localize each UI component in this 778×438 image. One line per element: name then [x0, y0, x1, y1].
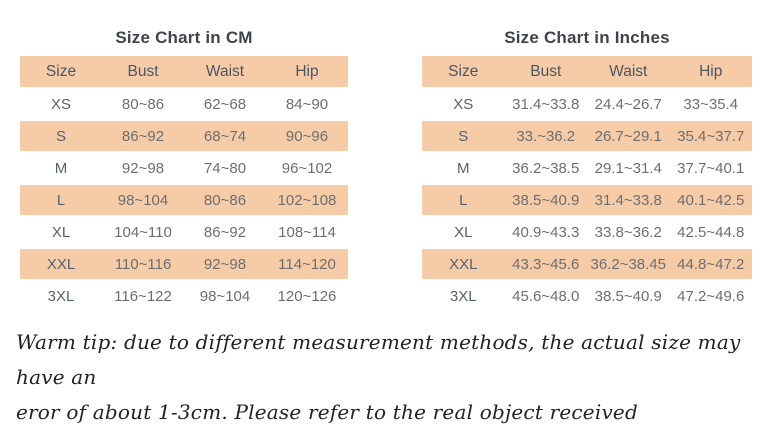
table-row-m: M 92~98 74~80 96~102	[20, 153, 348, 183]
warm-tip-line1: Warm tip: due to different measurement m…	[16, 330, 741, 389]
table-row-xs: XS 31.4~33.8 24.4~26.7 33~35.4	[422, 89, 752, 119]
size-chart-inches-section: Size Chart in Inches Size Bust Waist Hip…	[422, 28, 752, 313]
size-label: S	[422, 121, 505, 151]
table-row-s: S 33.~36.2 26.7~29.1 35.4~37.7	[422, 121, 752, 151]
size-label: L	[422, 185, 505, 215]
table-cell: 114~120	[266, 249, 348, 279]
table-cell: 62~68	[184, 89, 266, 119]
table-row-3xl: 3XL 45.6~48.0 38.5~40.9 47.2~49.6	[422, 281, 752, 311]
table-row-s: S 86~92 68~74 90~96	[20, 121, 348, 151]
column-header-hip: Hip	[266, 56, 348, 87]
header-row: Size Bust Waist Hip	[422, 56, 752, 87]
size-label: XXL	[422, 249, 505, 279]
table-row-xs: XS 80~86 62~68 84~90	[20, 89, 348, 119]
table-cell: 84~90	[266, 89, 348, 119]
table-cell: 26.7~29.1	[587, 121, 670, 151]
table-cell: 98~104	[184, 281, 266, 311]
table-cell: 43.3~45.6	[504, 249, 587, 279]
size-label: M	[20, 153, 102, 183]
table-cell: 92~98	[102, 153, 184, 183]
size-table-inches: Size Bust Waist Hip XS 31.4~33.8 24.4~26…	[422, 54, 752, 313]
column-header-waist: Waist	[184, 56, 266, 87]
table-cell: 29.1~31.4	[587, 153, 670, 183]
header-row: Size Bust Waist Hip	[20, 56, 348, 87]
table-row-l: L 98~104 80~86 102~108	[20, 185, 348, 215]
column-header-bust: Bust	[102, 56, 184, 87]
table-cell: 40.9~43.3	[504, 217, 587, 247]
warm-tip-note: Warm tip: due to different measurement m…	[16, 325, 762, 430]
table-cell: 86~92	[184, 217, 266, 247]
table-cell: 104~110	[102, 217, 184, 247]
size-label: XS	[422, 89, 505, 119]
column-header-waist: Waist	[587, 56, 670, 87]
chart-title-inches: Size Chart in Inches	[504, 28, 670, 47]
table-cell: 33~35.4	[669, 89, 752, 119]
table-cell: 31.4~33.8	[504, 89, 587, 119]
table-row-xl: XL 104~110 86~92 108~114	[20, 217, 348, 247]
size-label: XL	[422, 217, 505, 247]
table-row-l: L 38.5~40.9 31.4~33.8 40.1~42.5	[422, 185, 752, 215]
size-label: L	[20, 185, 102, 215]
size-label: XL	[20, 217, 102, 247]
table-cell: 47.2~49.6	[669, 281, 752, 311]
table-cell: 90~96	[266, 121, 348, 151]
table-cell: 80~86	[102, 89, 184, 119]
table-cell: 120~126	[266, 281, 348, 311]
table-cell: 36.2~38.45	[587, 249, 670, 279]
size-label: 3XL	[422, 281, 505, 311]
table-cell: 44.8~47.2	[669, 249, 752, 279]
table-cell: 38.5~40.9	[587, 281, 670, 311]
table-row-xxl: XXL 43.3~45.6 36.2~38.45 44.8~47.2	[422, 249, 752, 279]
table-cell: 110~116	[102, 249, 184, 279]
column-header-bust: Bust	[504, 56, 587, 87]
table-row-m: M 36.2~38.5 29.1~31.4 37.7~40.1	[422, 153, 752, 183]
table-cell: 108~114	[266, 217, 348, 247]
table-cell: 35.4~37.7	[669, 121, 752, 151]
size-table-cm: Size Bust Waist Hip XS 80~86 62~68 84~90…	[20, 54, 348, 313]
table-cell: 86~92	[102, 121, 184, 151]
column-header-size: Size	[20, 56, 102, 87]
table-cell: 98~104	[102, 185, 184, 215]
table-cell: 24.4~26.7	[587, 89, 670, 119]
table-cell: 96~102	[266, 153, 348, 183]
table-cell: 116~122	[102, 281, 184, 311]
size-label: S	[20, 121, 102, 151]
table-cell: 74~80	[184, 153, 266, 183]
size-label: XXL	[20, 249, 102, 279]
column-header-size: Size	[422, 56, 505, 87]
table-cell: 38.5~40.9	[504, 185, 587, 215]
table-cell: 31.4~33.8	[587, 185, 670, 215]
table-cell: 33.8~36.2	[587, 217, 670, 247]
table-cell: 40.1~42.5	[669, 185, 752, 215]
size-label: 3XL	[20, 281, 102, 311]
size-chart-cm-section: Size Chart in CM Size Bust Waist Hip XS …	[20, 28, 348, 313]
table-row-xxl: XXL 110~116 92~98 114~120	[20, 249, 348, 279]
warm-tip-line2: eror of about 1-3cm. Please refer to the…	[16, 400, 638, 424]
column-header-hip: Hip	[669, 56, 752, 87]
table-cell: 68~74	[184, 121, 266, 151]
size-label: XS	[20, 89, 102, 119]
table-cell: 33.~36.2	[504, 121, 587, 151]
chart-title-cm: Size Chart in CM	[115, 28, 253, 47]
table-row-3xl: 3XL 116~122 98~104 120~126	[20, 281, 348, 311]
table-cell: 36.2~38.5	[504, 153, 587, 183]
table-cell: 37.7~40.1	[669, 153, 752, 183]
table-cell: 42.5~44.8	[669, 217, 752, 247]
table-cell: 92~98	[184, 249, 266, 279]
table-cell: 102~108	[266, 185, 348, 215]
table-row-xl: XL 40.9~43.3 33.8~36.2 42.5~44.8	[422, 217, 752, 247]
size-label: M	[422, 153, 505, 183]
table-cell: 45.6~48.0	[504, 281, 587, 311]
table-cell: 80~86	[184, 185, 266, 215]
